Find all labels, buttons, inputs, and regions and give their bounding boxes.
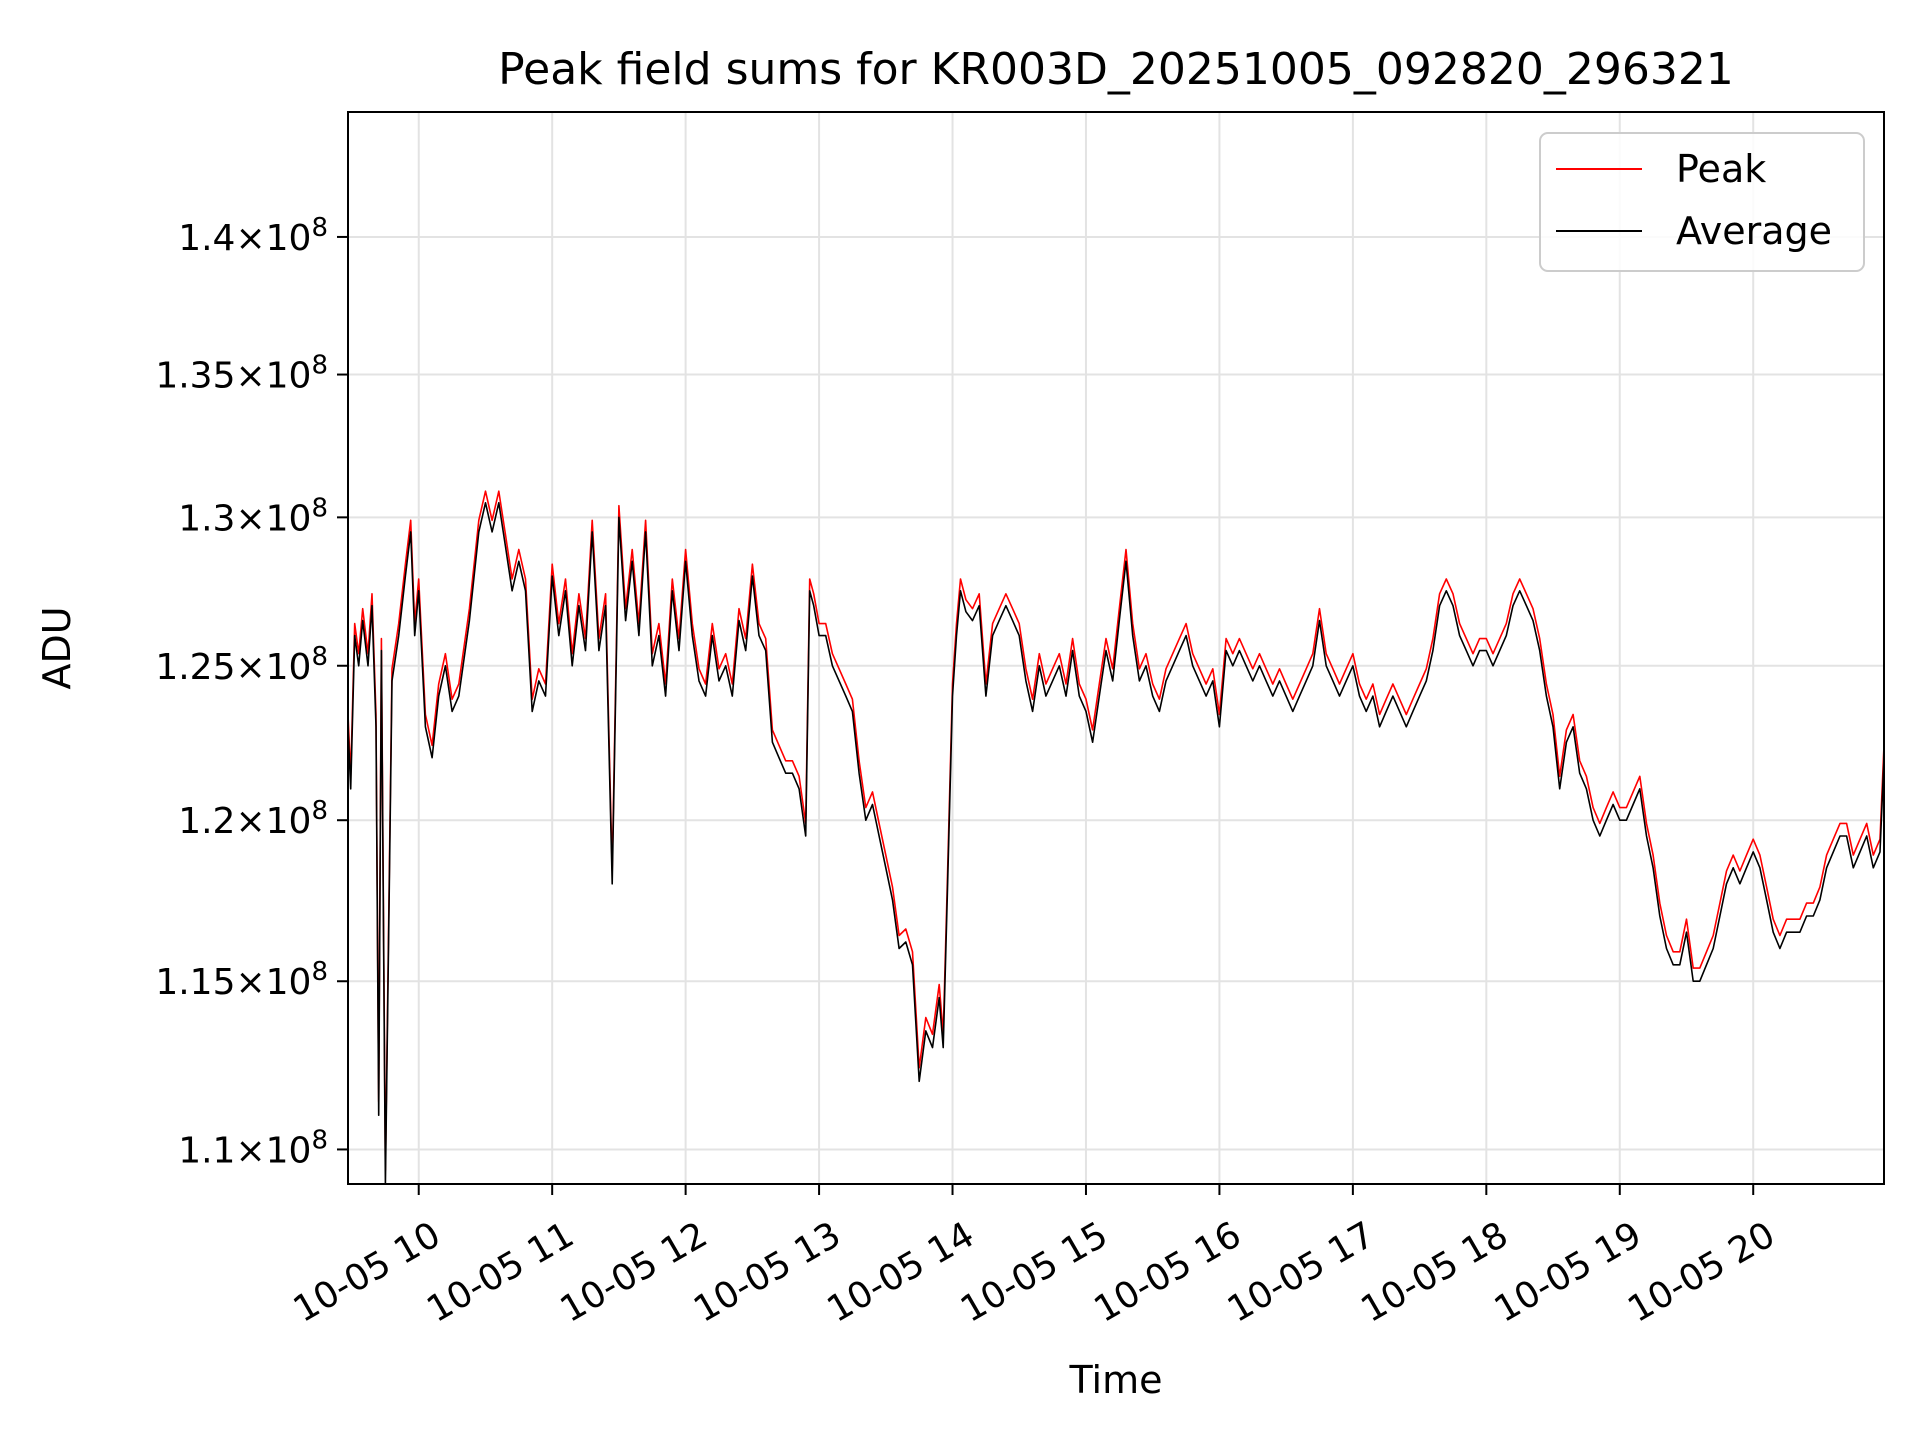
y-tick-label: 1.4×108: [178, 213, 328, 259]
x-axis-label: Time: [1069, 1358, 1163, 1402]
y-tick-label: 1.35×108: [155, 351, 328, 397]
y-tick-label: 1.1×108: [178, 1125, 328, 1171]
plot-frame: [347, 111, 1885, 1185]
series-line-peak: [348, 490, 1884, 1171]
series-layer: [348, 490, 1884, 1184]
series-line-average: [348, 501, 1884, 1184]
y-axis: 1.1×108 1.15×108 1.2×108 1.25×108 1.3×108 1.3…: [155, 213, 348, 1171]
y-axis-label: ADU: [35, 606, 79, 689]
legend-label-peak: Peak: [1676, 147, 1766, 191]
legend-label-average: Average: [1676, 209, 1832, 253]
y-tick-label: 1.2×108: [178, 796, 328, 842]
chart-title: Peak field sums for KR003D_20251005_0928…: [498, 44, 1734, 95]
grid-lines: [348, 112, 1884, 1184]
y-tick-label: 1.3×108: [178, 493, 328, 539]
legend: Peak Average: [1539, 132, 1865, 272]
y-tick-label: 1.15×108: [155, 957, 328, 1003]
legend-box: [1539, 132, 1865, 272]
y-tick-label: 1.25×108: [155, 642, 328, 688]
